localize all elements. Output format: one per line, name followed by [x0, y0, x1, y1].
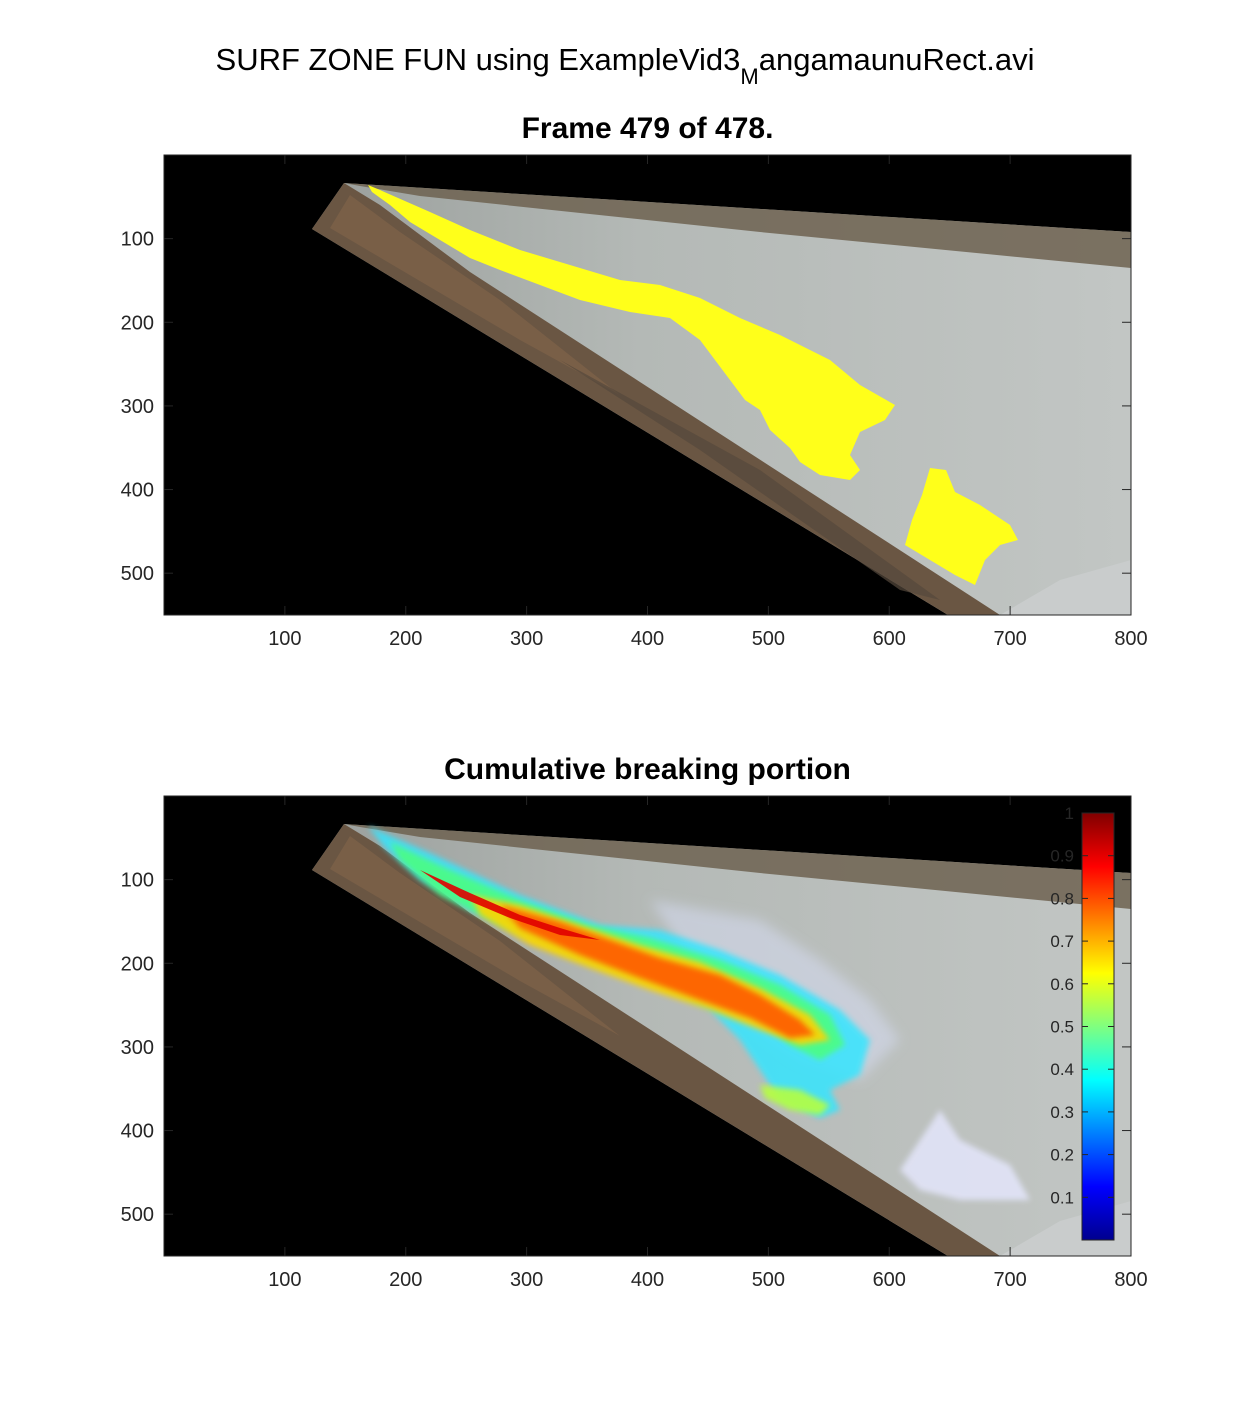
breaking-region-main	[368, 185, 895, 480]
y-tick-label: 200	[121, 312, 154, 334]
x-tick-label: 400	[631, 628, 664, 650]
y-tick-label: 400	[121, 480, 154, 502]
colorbar-tick-label: 1	[1065, 804, 1074, 823]
top-ticks: 100 200 300 400 500 600 700 800 100 200 300 400 500	[121, 155, 1148, 650]
x-tick-label: 400	[631, 1269, 664, 1291]
colorbar-tick-label: 0.2	[1050, 1146, 1074, 1165]
x-tick-label: 600	[873, 1269, 906, 1291]
x-tick-label: 700	[993, 628, 1026, 650]
bottom-axes: 0.1 0.2 0.3 0.4 0.5 0.6 0.7 0.8 0.9 1 100 200 300 40…	[121, 795, 1148, 1291]
colorbar-tick-label: 0.1	[1050, 1188, 1074, 1207]
figure-suptitle: SURF ZONE FUN using ExampleVid3Mangamaun…	[215, 42, 1035, 89]
y-tick-label: 200	[121, 953, 154, 975]
top-rectified-image	[312, 183, 1131, 615]
colorbar: 0.1 0.2 0.3 0.4 0.5 0.6 0.7 0.8 0.9 1	[1050, 804, 1115, 1241]
x-tick-label: 100	[268, 628, 301, 650]
bottom-axes-title: Cumulative breaking portion	[444, 753, 851, 786]
colorbar-ticks: 0.1 0.2 0.3 0.4 0.5 0.6 0.7 0.8 0.9 1	[1050, 804, 1114, 1207]
cumulative-breaking-overlay	[368, 826, 870, 1118]
x-tick-label: 100	[268, 1269, 301, 1291]
colorbar-tick-label: 0.3	[1050, 1103, 1074, 1122]
y-tick-label: 100	[121, 229, 154, 251]
x-tick-label: 700	[993, 1269, 1026, 1291]
breaking-region-secondary	[905, 468, 1018, 585]
x-tick-label: 800	[1114, 628, 1147, 650]
top-axes: 100 200 300 400 500 600 700 800 100 200 300 400 500	[121, 154, 1148, 650]
x-tick-label: 500	[752, 1269, 785, 1291]
top-axes-title: Frame 479 of 478.	[521, 112, 774, 145]
x-tick-label: 600	[873, 628, 906, 650]
colorbar-tick-label: 0.7	[1050, 932, 1074, 951]
y-tick-label: 300	[121, 1037, 154, 1059]
colorbar-tick-label: 0.8	[1050, 889, 1074, 908]
colorbar-tick-label: 0.5	[1050, 1018, 1074, 1037]
bottom-ticks: 100 200 300 400 500 600 700 800 100 200 300 400 500	[121, 796, 1148, 1291]
colorbar-tick-label: 0.6	[1050, 975, 1074, 994]
y-tick-label: 500	[121, 1204, 154, 1226]
x-tick-label: 200	[389, 628, 422, 650]
y-tick-label: 500	[121, 563, 154, 585]
y-tick-label: 100	[121, 870, 154, 892]
x-tick-label: 300	[510, 628, 543, 650]
colorbar-tick-label: 0.4	[1050, 1060, 1074, 1079]
x-tick-label: 200	[389, 1269, 422, 1291]
x-tick-label: 800	[1114, 1269, 1147, 1291]
x-tick-label: 300	[510, 1269, 543, 1291]
colorbar-tick-label: 0.9	[1050, 847, 1074, 866]
x-tick-label: 500	[752, 628, 785, 650]
y-tick-label: 400	[121, 1121, 154, 1143]
y-tick-label: 300	[121, 396, 154, 418]
